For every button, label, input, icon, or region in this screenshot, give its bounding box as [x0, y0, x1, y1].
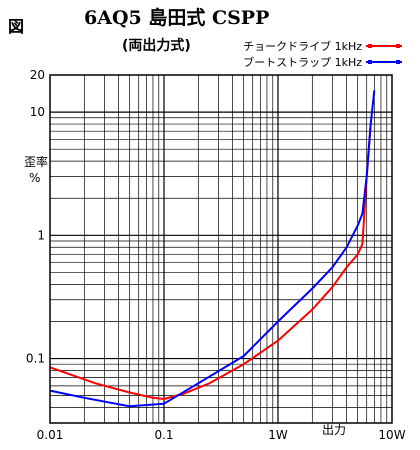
x-tick-label: 0.01 — [37, 428, 64, 442]
legend-marker — [396, 60, 400, 64]
legend-label: チョークドライブ 1kHz — [243, 39, 362, 53]
series-line — [49, 90, 376, 408]
x-tick-label: 0.1 — [154, 428, 173, 442]
legend-marker — [368, 44, 372, 48]
y-tick-label: 20 — [30, 68, 45, 82]
chart-subtitle: (両出力式) — [122, 37, 191, 54]
legend-marker — [396, 44, 400, 48]
plot-frame — [49, 74, 393, 424]
legend-label: ブートストラップ 1kHz — [243, 55, 362, 69]
y-tick-label: 1 — [37, 228, 45, 242]
y-tick-label: 10 — [30, 105, 45, 119]
figure-label: 図 — [8, 17, 24, 36]
chart-title: 6AQ5 島田式 CSPP — [84, 6, 269, 29]
x-tick-label: 10W — [378, 428, 405, 442]
legend-marker — [368, 60, 372, 64]
x-tick-label: 1W — [268, 428, 288, 442]
y-axis-label-line1: 歪率 — [24, 154, 48, 169]
y-tick-label: 0.1 — [26, 352, 45, 366]
series-layer — [49, 90, 376, 408]
legend: チョークドライブ 1kHz ブートストラップ 1kHz — [243, 39, 402, 69]
series-line — [49, 123, 372, 400]
tick-labels: 0.01 0.1 1W 10W 0.1 1 10 20 — [26, 68, 406, 442]
x-axis-label: 出力 — [322, 423, 346, 437]
y-axis-label-line2: % — [29, 171, 40, 185]
